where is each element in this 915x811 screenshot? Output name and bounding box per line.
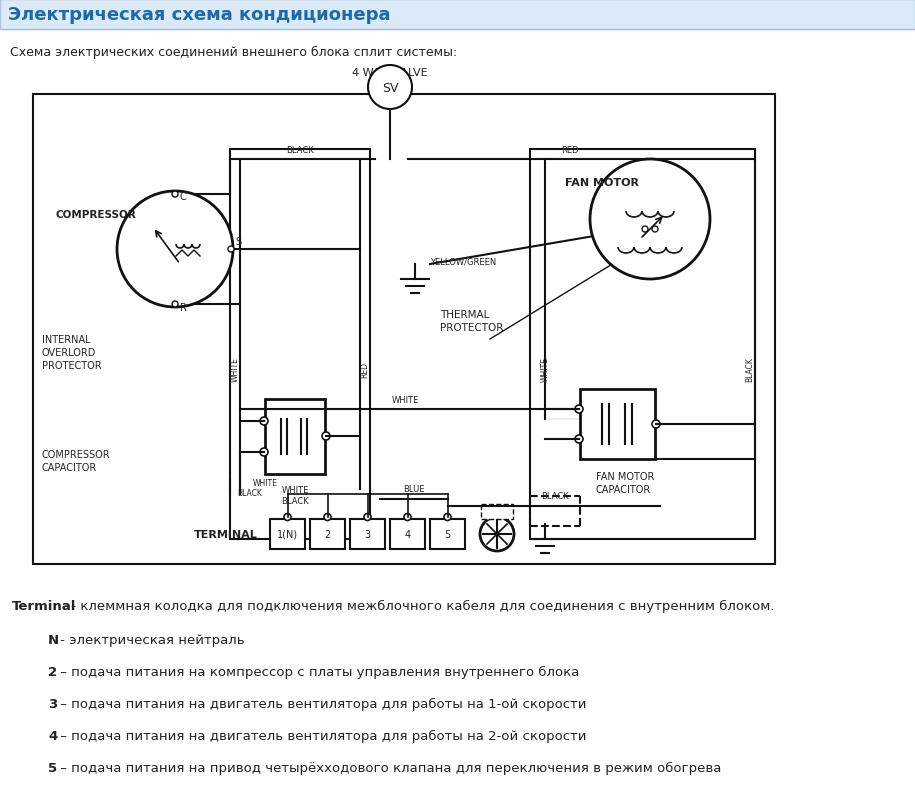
Text: BLACK: BLACK xyxy=(541,491,569,500)
Circle shape xyxy=(444,514,451,521)
Circle shape xyxy=(480,517,514,551)
Text: – подача питания на привод четырёхходового клапана для переключения в режим обог: – подача питания на привод четырёхходово… xyxy=(56,761,721,775)
Circle shape xyxy=(260,448,268,457)
Text: COMPRESSOR
CAPACITOR: COMPRESSOR CAPACITOR xyxy=(42,449,111,473)
Circle shape xyxy=(652,420,660,428)
Text: 2: 2 xyxy=(325,530,330,539)
Text: R: R xyxy=(180,303,187,312)
Text: 2: 2 xyxy=(48,665,57,678)
Text: - клеммная колодка для подключения межблочного кабеля для соединения с внутренни: - клеммная колодка для подключения межбл… xyxy=(67,599,774,612)
Text: Электрическая схема кондиционера: Электрическая схема кондиционера xyxy=(8,6,391,24)
Text: S: S xyxy=(235,237,242,247)
Text: BLACK: BLACK xyxy=(746,357,755,382)
Bar xyxy=(390,519,425,549)
Text: 4: 4 xyxy=(404,530,411,539)
Text: FAN MOTOR
CAPACITOR: FAN MOTOR CAPACITOR xyxy=(596,471,654,495)
Text: N: N xyxy=(48,633,59,646)
Text: COMPRESSOR: COMPRESSOR xyxy=(55,210,135,220)
Bar xyxy=(310,519,345,549)
Text: 4 WAY  VALVE: 4 WAY VALVE xyxy=(352,68,428,78)
Bar xyxy=(430,519,465,549)
Bar xyxy=(265,400,325,474)
Bar xyxy=(270,519,305,549)
Text: Terminal: Terminal xyxy=(12,599,76,612)
Text: BLUE: BLUE xyxy=(404,484,425,493)
Text: 4: 4 xyxy=(48,729,58,742)
Text: INTERNAL
OVERLORD
PROTECTOR: INTERNAL OVERLORD PROTECTOR xyxy=(42,335,102,371)
Bar xyxy=(580,389,655,460)
Circle shape xyxy=(117,191,233,307)
Circle shape xyxy=(364,514,371,521)
Circle shape xyxy=(284,514,291,521)
Text: – подача питания на двигатель вентилятора для работы на 2-ой скорости: – подача питания на двигатель вентилятор… xyxy=(56,729,587,742)
Text: THERMAL
PROTECTOR: THERMAL PROTECTOR xyxy=(440,310,503,333)
Text: 3: 3 xyxy=(48,697,58,710)
Text: 3: 3 xyxy=(364,530,371,539)
Circle shape xyxy=(172,191,178,198)
Text: WHITE: WHITE xyxy=(541,357,550,382)
Bar xyxy=(230,150,370,539)
Circle shape xyxy=(368,66,412,109)
Text: RED: RED xyxy=(361,362,370,378)
Text: SV: SV xyxy=(382,81,398,94)
Text: 5: 5 xyxy=(48,761,57,774)
Text: 1(N): 1(N) xyxy=(277,530,298,539)
Circle shape xyxy=(652,227,658,233)
Circle shape xyxy=(642,227,648,233)
Bar xyxy=(350,519,385,549)
Text: FAN MOTOR: FAN MOTOR xyxy=(565,178,639,188)
Text: WHITE: WHITE xyxy=(253,478,277,487)
Circle shape xyxy=(228,247,234,253)
Text: BLACK: BLACK xyxy=(281,496,309,505)
Circle shape xyxy=(322,432,330,440)
Text: YELLOW/GREEN: YELLOW/GREEN xyxy=(430,257,496,266)
Text: BLACK: BLACK xyxy=(238,488,263,497)
Text: RED: RED xyxy=(561,146,579,155)
Circle shape xyxy=(575,436,583,444)
Text: Схема электрических соединений внешнего блока сплит системы:: Схема электрических соединений внешнего … xyxy=(10,45,458,58)
Circle shape xyxy=(590,160,710,280)
Bar xyxy=(481,504,513,519)
Bar xyxy=(33,95,775,564)
Text: BLACK: BLACK xyxy=(286,146,314,155)
FancyBboxPatch shape xyxy=(0,0,915,30)
Text: 5: 5 xyxy=(445,530,450,539)
Text: WHITE: WHITE xyxy=(392,396,419,405)
Circle shape xyxy=(575,406,583,414)
Text: – подача питания на компрессор с платы управления внутреннего блока: – подача питания на компрессор с платы у… xyxy=(56,665,579,678)
Circle shape xyxy=(260,418,268,426)
Circle shape xyxy=(324,514,331,521)
Bar xyxy=(530,150,755,539)
Text: – подача питания на двигатель вентилятора для работы на 1-ой скорости: – подача питания на двигатель вентилятор… xyxy=(56,697,587,710)
Text: TERMINAL: TERMINAL xyxy=(194,530,258,539)
Circle shape xyxy=(172,302,178,307)
Text: - электрическая нейтраль: - электрическая нейтраль xyxy=(56,633,244,646)
Text: C: C xyxy=(180,191,187,202)
Circle shape xyxy=(404,514,411,521)
Text: WHITE: WHITE xyxy=(281,486,308,495)
Text: WHITE: WHITE xyxy=(231,357,240,382)
